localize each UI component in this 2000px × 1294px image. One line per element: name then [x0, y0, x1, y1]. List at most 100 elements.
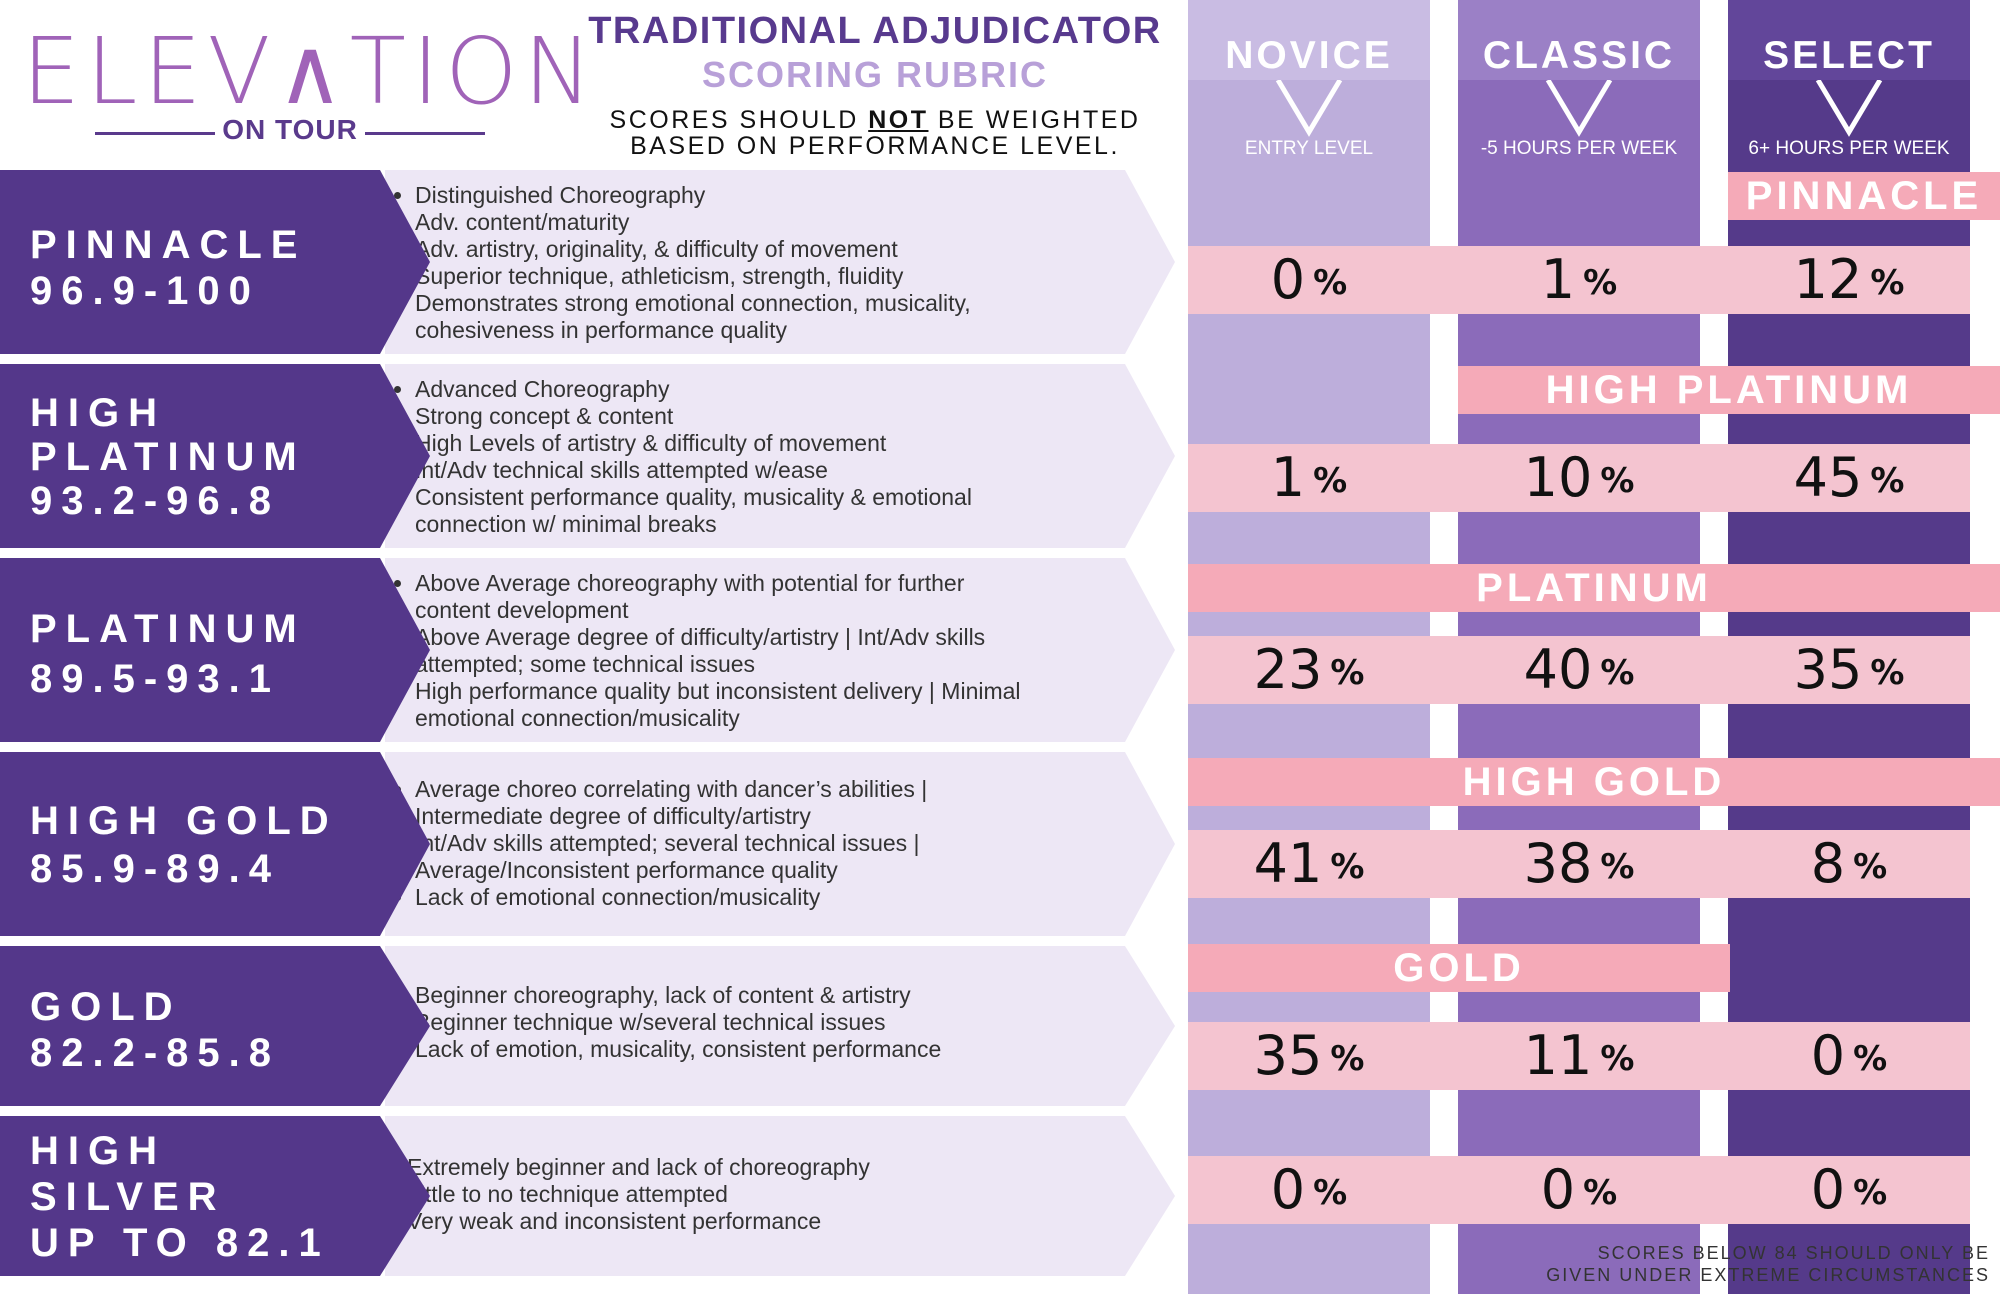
percent-value: 35: [1793, 638, 1863, 701]
logo-wordmark: ELEV∧TION: [22, 18, 599, 125]
row-label-title: HIGH GOLD: [30, 799, 338, 843]
list-item: Extremely beginner and lack of choreogra…: [407, 1154, 870, 1181]
row-label-title: PLATINUM: [30, 435, 306, 479]
column-header-band: [1458, 0, 1700, 80]
row-label-platinum: PLATINUM 89.5-93.1: [0, 558, 430, 742]
row-label-title: PLATINUM: [30, 607, 306, 651]
percent-classic-gold: 11%: [1458, 1022, 1700, 1093]
row-description-high-platinum: Advanced Choreography Strong concept & c…: [385, 364, 1175, 548]
percent-symbol: %: [1313, 1173, 1348, 1214]
row-label-range: 82.2-85.8: [30, 1031, 281, 1075]
percent-symbol: %: [1583, 1173, 1618, 1214]
percent-classic-high-platinum: 10%: [1458, 444, 1700, 515]
row-label-gold: GOLD 82.2-85.8: [0, 946, 430, 1106]
column-subtitle: ENTRY LEVEL: [1244, 138, 1374, 159]
list-item: Demonstrates strong emotional connection…: [415, 290, 975, 344]
column-header-band: [1188, 0, 1430, 80]
list-item: Above Average degree of difficulty/artis…: [415, 624, 1055, 678]
percent-band: [1188, 444, 1970, 512]
percent-symbol: %: [1330, 653, 1365, 694]
percent-band: [1188, 830, 1970, 898]
percent-value: 23: [1253, 638, 1323, 701]
logo-subtitle: ON TOUR: [95, 112, 485, 152]
row-label-high-platinum: HIGH PLATINUM 93.2-96.8: [0, 364, 430, 548]
weighting-note-line2: BASED ON PERFORMANCE LEVEL.: [630, 132, 1120, 160]
row-label-high-silver: HIGH SILVER UP TO 82.1: [0, 1116, 430, 1276]
row-label-high-gold: HIGH GOLD 85.9-89.4: [0, 752, 430, 936]
criteria-list: Above Average choreography with potentia…: [385, 570, 1055, 732]
criteria-list: Advanced Choreography Strong concept & c…: [385, 376, 975, 538]
percent-select-high-gold: 8%: [1728, 830, 1970, 901]
column-title-novice: NOVICE: [1225, 34, 1393, 77]
percent-symbol: %: [1870, 263, 1905, 304]
logo-sub-text: ON TOUR: [222, 114, 358, 145]
percent-symbol: %: [1870, 653, 1905, 694]
percent-symbol: %: [1330, 847, 1365, 888]
percent-value: 41: [1253, 832, 1323, 895]
percent-classic-platinum: 40%: [1458, 636, 1700, 707]
list-item: Consistent performance quality, musicali…: [415, 484, 975, 538]
footer-note-line: GIVEN UNDER EXTREME CIRCUMSTANCES: [1546, 1265, 1990, 1285]
percent-value: 0: [1540, 1158, 1576, 1221]
criteria-list: Distinguished Choreography Adv. content/…: [385, 182, 975, 344]
percent-band: [1188, 636, 1970, 704]
percent-symbol: %: [1330, 1039, 1365, 1080]
percent-select-pinnacle: 12%: [1728, 246, 1970, 317]
list-item: Lack of emotion, musicality, consistent …: [415, 1036, 941, 1063]
row-label-title: SILVER: [30, 1175, 226, 1219]
percent-novice-gold: 35%: [1188, 1022, 1430, 1093]
row-label-range: 93.2-96.8: [30, 479, 281, 523]
percent-value: 8: [1810, 832, 1846, 895]
percent-select-platinum: 35%: [1728, 636, 1970, 707]
percent-value: 0: [1810, 1024, 1846, 1087]
percent-value: 11: [1523, 1024, 1593, 1087]
weighting-note: SCORES SHOULD NOT BE WEIGHTED: [570, 106, 1180, 135]
criteria-list: Beginner choreography, lack of content &…: [385, 982, 941, 1063]
footer-note-line: SCORES BELOW 84 SHOULD ONLY BE: [1597, 1243, 1990, 1263]
tier-bar-pinnacle: PINNACLE: [1728, 172, 2000, 220]
percent-symbol: %: [1600, 847, 1635, 888]
percent-value: 0: [1270, 1158, 1306, 1221]
percent-band: [1188, 246, 1970, 314]
percent-novice-high-platinum: 1%: [1188, 444, 1430, 515]
row-label-range: 89.5-93.1: [30, 657, 281, 701]
row-description-high-silver: Extremely beginner and lack of choreogra…: [385, 1116, 1175, 1276]
percent-value: 40: [1523, 638, 1593, 701]
row-label-pinnacle: PINNACLE 96.9-100: [0, 170, 430, 354]
percent-value: 1: [1540, 248, 1576, 311]
tier-bar-platinum: PLATINUM: [1188, 564, 2000, 612]
percent-select-high-platinum: 45%: [1728, 444, 1970, 515]
row-label-range: UP TO 82.1: [30, 1221, 330, 1265]
list-item: Adv. content/maturity: [415, 209, 975, 236]
percent-classic-high-gold: 38%: [1458, 830, 1700, 901]
column-title-classic: CLASSIC: [1482, 34, 1676, 77]
row-label-title: PINNACLE: [30, 223, 307, 267]
percent-novice-platinum: 23%: [1188, 636, 1430, 707]
percent-novice-high-silver: 0%: [1188, 1156, 1430, 1227]
list-item: Beginner technique w/several technical i…: [415, 1009, 941, 1036]
criteria-list: Average choreo correlating with dancer’s…: [385, 776, 1055, 911]
list-item: High performance quality but inconsisten…: [415, 678, 1055, 732]
percent-symbol: %: [1853, 1173, 1888, 1214]
list-item: Little to no technique attempted: [407, 1181, 870, 1208]
row-description-gold: Beginner choreography, lack of content &…: [385, 946, 1175, 1106]
percent-value: 0: [1270, 248, 1306, 311]
percent-value: 38: [1523, 832, 1593, 895]
percent-value: 12: [1793, 248, 1863, 311]
list-item: Beginner choreography, lack of content &…: [415, 982, 941, 1009]
row-description-high-gold: Average choreo correlating with dancer’s…: [385, 752, 1175, 936]
tier-bar-gold: GOLD: [1188, 944, 1730, 992]
percent-symbol: %: [1853, 1039, 1888, 1080]
percent-value: 35: [1253, 1024, 1323, 1087]
list-item: Superior technique, athleticism, strengt…: [415, 263, 975, 290]
percent-symbol: %: [1313, 461, 1348, 502]
chevron-down-icon: [1275, 78, 1343, 137]
chevron-down-icon: [1815, 78, 1883, 137]
footer-note: SCORES BELOW 84 SHOULD ONLY BE GIVEN UND…: [1480, 1242, 1990, 1286]
percent-value: 0: [1810, 1158, 1846, 1221]
list-item: Int/Adv technical skills attempted w/eas…: [415, 457, 975, 484]
list-item: Strong concept & content: [415, 403, 975, 430]
list-item: Above Average choreography with potentia…: [415, 570, 1025, 624]
divider: [365, 132, 485, 135]
row-label-range: 96.9-100: [30, 269, 260, 313]
